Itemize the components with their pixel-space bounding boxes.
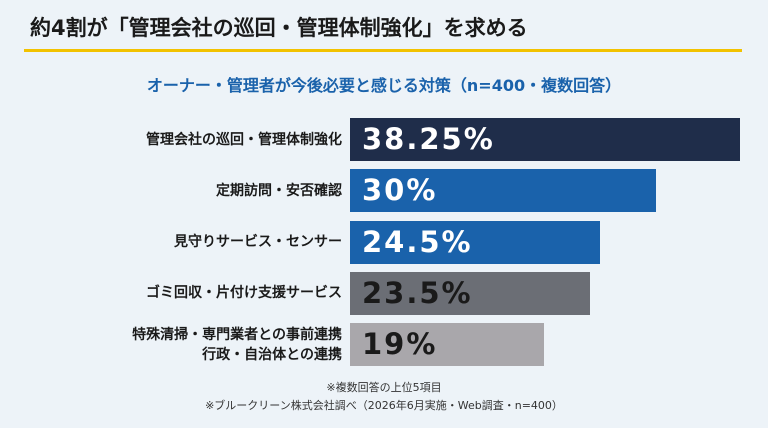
bar	[350, 271, 590, 315]
category-label: 見守りサービス・センサー	[174, 234, 342, 251]
chart-title: 約4割が「管理会社の巡回・管理体制強化」を求める	[30, 16, 528, 40]
value-label: 19%	[362, 327, 438, 362]
value-label: 38.25%	[362, 122, 495, 156]
bar	[350, 220, 600, 264]
footnote: ※複数回答の上位5項目	[326, 381, 442, 394]
value-label: 23.5%	[362, 275, 473, 310]
bar	[350, 169, 656, 213]
title-underline	[24, 49, 742, 52]
category-label: ゴミ回収・片付け支援サービス	[146, 285, 342, 302]
category-label: 特殊清掃・専門業者との事前連携 行政・自治体との連携	[132, 326, 342, 363]
bar	[350, 323, 544, 367]
category-label: 管理会社の巡回・管理体制強化	[146, 131, 342, 148]
footnote: ※ブルークリーン株式会社調べ（2026年6月実施・Web調査・n=400）	[205, 399, 563, 412]
value-label: 30%	[362, 173, 438, 208]
value-label: 24.5%	[362, 224, 473, 259]
bar	[350, 118, 740, 161]
category-label: 定期訪問・安否確認	[216, 182, 342, 199]
chart-subtitle: オーナー・管理者が今後必要と感じる対策（n=400・複数回答）	[146, 76, 622, 95]
